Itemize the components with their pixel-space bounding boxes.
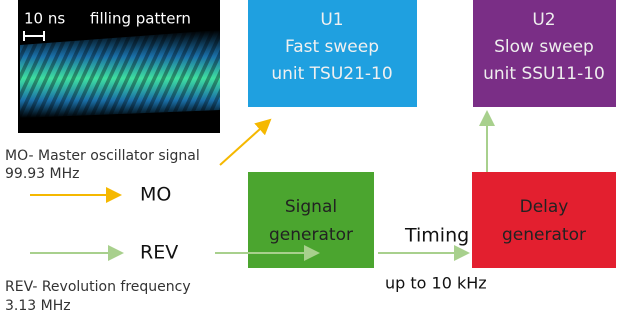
image-title: filling pattern — [90, 10, 191, 28]
u1-line: unit TSU21-10 — [271, 64, 392, 84]
u1-id: U1 — [320, 10, 343, 30]
mo-frequency: 99.93 MHz — [5, 166, 79, 182]
rev-frequency: 3.13 MHz — [5, 298, 71, 314]
timing-label: Timing — [404, 225, 469, 247]
mo-label: MO — [140, 184, 171, 206]
scale-label: 10 ns — [24, 10, 65, 28]
delay-line: generator — [502, 225, 586, 245]
u2-line: Slow sweep — [494, 37, 594, 57]
delay-box — [472, 172, 616, 268]
u2-line: unit SSU11-10 — [483, 64, 605, 84]
streak-image: 10 ns filling pattern — [18, 0, 220, 133]
signal-line: generator — [269, 225, 353, 245]
mo-description: MO- Master oscillator signal — [5, 148, 200, 164]
arrow — [220, 120, 270, 165]
diagram: 10 ns filling pattern U1 Fast sweep unit… — [0, 0, 621, 317]
signal-line: Signal — [285, 197, 337, 217]
timing-rate: up to 10 kHz — [385, 274, 487, 293]
rev-label: REV — [140, 242, 178, 264]
u2-id: U2 — [532, 10, 555, 30]
rev-description: REV- Revolution frequency — [5, 279, 191, 295]
u1-line: Fast sweep — [285, 37, 379, 57]
delay-line: Delay — [520, 197, 569, 217]
